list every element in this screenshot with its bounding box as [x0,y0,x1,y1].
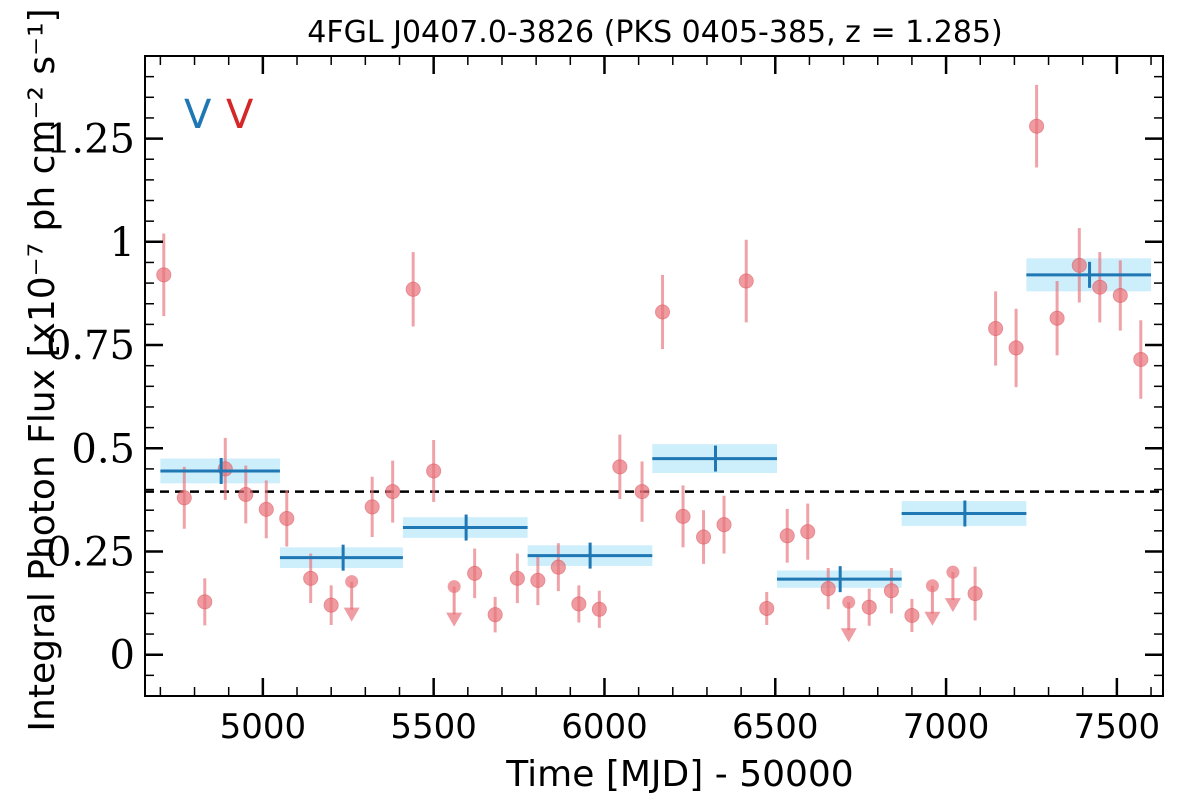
plot-area: V V 0 0.25 0.5 0.75 1 1.25 5000 5500 6000 6500 7000 7… [46,55,1164,747]
flux-point-8 [323,597,339,613]
y-tick-label-0: 0 [110,633,135,679]
flux-point-23 [634,484,650,500]
flux-point-20 [571,596,587,612]
flux-point-11 [385,484,401,500]
flux-point-5 [258,501,274,517]
upper-limit-point-14 [447,580,461,594]
flux-point-47 [1133,351,1149,367]
flux-point-13 [426,463,442,479]
upper-limit-point-37 [925,579,939,593]
flux-point-45 [1092,279,1108,295]
plot-frame [144,55,1164,697]
upper-limit-arrow-33 [840,628,857,643]
flux-point-41 [1008,340,1024,356]
flux-point-25 [675,508,691,524]
y-tick-label-5: 1.25 [46,117,135,163]
y-tick-label-3: 0.75 [46,323,135,369]
flux-point-35 [883,583,899,599]
flux-point-18 [530,572,546,588]
corner-mark-1: V [226,92,254,138]
flux-point-26 [696,529,712,545]
y-tick-label-2: 0.5 [71,426,135,472]
flux-point-27 [716,517,732,533]
flux-point-21 [591,601,607,617]
flux-point-39 [967,586,983,602]
flux-point-0 [156,267,172,283]
flux-point-43 [1049,310,1065,326]
flux-point-40 [988,321,1004,337]
x-tick-label-4: 7000 [903,707,990,747]
flux-point-32 [820,581,836,597]
upper-limit-point-9 [345,575,359,589]
x-axis-label: Time [MJD] - 50000 [505,754,853,795]
flux-point-2 [197,594,213,610]
flux-point-29 [759,600,775,616]
x-tick-label-5: 7500 [1074,707,1161,747]
flux-point-15 [467,565,483,581]
y-tick-label-4: 1 [110,220,135,266]
flux-point-31 [800,524,816,540]
upper-limit-point-33 [842,595,856,609]
x-tick-label-0: 5000 [220,707,307,747]
upper-limit-arrow-14 [446,612,463,627]
flux-point-36 [904,607,920,623]
flux-point-6 [279,510,295,526]
upper-limit-point-38 [946,565,960,579]
flux-point-24 [655,304,671,320]
x-tick-label-3: 6500 [732,707,819,747]
upper-limit-arrow-37 [924,611,941,626]
flux-point-44 [1071,257,1087,273]
flux-point-10 [364,499,380,515]
flux-point-4 [238,487,254,503]
y-axis-label: Integral Photon Flux [x10⁻⁷ ph cm⁻² s⁻¹] [22,8,63,731]
flux-point-34 [861,599,877,615]
flux-point-19 [550,559,566,575]
upper-limit-arrow-9 [343,607,360,622]
flux-point-17 [509,570,525,586]
flux-point-30 [779,528,795,544]
flux-point-42 [1029,118,1045,134]
flux-point-16 [487,607,503,623]
flux-point-22 [612,459,628,475]
flux-point-28 [738,273,754,289]
chart-title: 4FGL J0407.0-3826 (PKS 0405-385, z = 1.2… [307,15,1002,50]
flux-point-1 [176,490,192,506]
y-tick-label-1: 0.25 [46,529,135,575]
x-tick-label-1: 5500 [390,707,477,747]
flux-point-46 [1112,287,1128,303]
flux-point-12 [405,281,421,297]
corner-mark-0: V [184,92,212,138]
upper-limit-arrow-38 [944,598,961,613]
flux-point-7 [303,570,319,586]
x-tick-label-2: 6000 [561,707,648,747]
